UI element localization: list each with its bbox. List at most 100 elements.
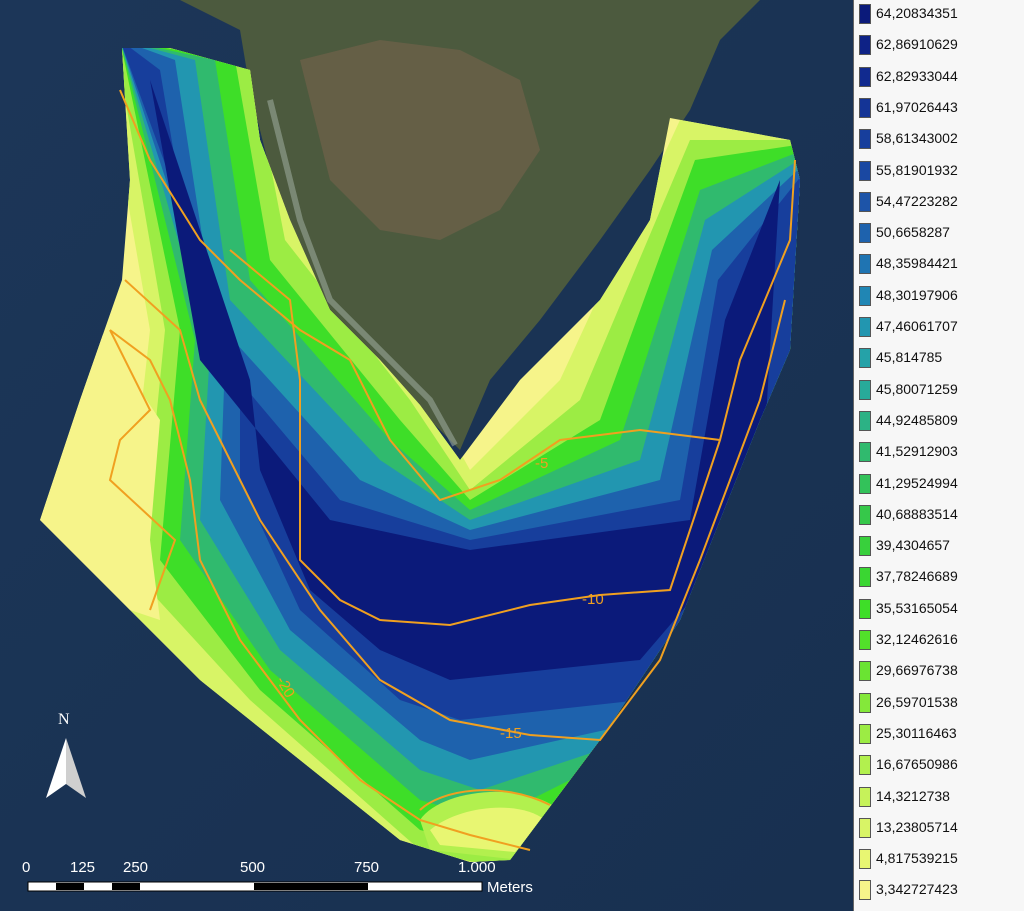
contour-label-10: -10 xyxy=(582,591,604,608)
legend-item: 13,23805714 xyxy=(854,816,1024,840)
legend-item: 44,92485809 xyxy=(854,409,1024,433)
legend-swatch xyxy=(859,723,871,744)
legend-item: 58,61343002 xyxy=(854,127,1024,151)
legend-item: 35,53165054 xyxy=(854,597,1024,621)
scale-tick-1000: 1.000 xyxy=(458,859,496,876)
legend-item: 50,6658287 xyxy=(854,221,1024,245)
legend-label: 48,30197906 xyxy=(876,286,958,303)
legend-swatch xyxy=(859,880,871,901)
legend-item: 3,342727423 xyxy=(854,878,1024,902)
legend-label: 58,61343002 xyxy=(876,130,958,147)
legend-item: 61,97026443 xyxy=(854,96,1024,120)
legend-item: 48,35984421 xyxy=(854,252,1024,276)
contour-label-5: -5 xyxy=(535,455,548,472)
scale-tick-125: 125 xyxy=(70,859,95,876)
legend-item: 32,12462616 xyxy=(854,628,1024,652)
scale-tick-0: 0 xyxy=(22,859,30,876)
legend-item: 26,59701538 xyxy=(854,691,1024,715)
legend-item: 41,52912903 xyxy=(854,440,1024,464)
legend-label: 25,30116463 xyxy=(876,724,957,741)
legend-item: 55,81901932 xyxy=(854,159,1024,183)
legend-swatch xyxy=(859,66,871,87)
legend-swatch xyxy=(859,254,871,275)
legend-label: 48,35984421 xyxy=(876,255,958,272)
north-label: N xyxy=(58,711,70,728)
legend-swatch xyxy=(859,817,871,838)
legend-swatch xyxy=(859,661,871,682)
legend-swatch xyxy=(859,755,871,776)
legend-item: 4,817539215 xyxy=(854,847,1024,871)
legend-item: 45,814785 xyxy=(854,346,1024,370)
legend-label: 13,23805714 xyxy=(876,818,958,835)
legend-label: 4,817539215 xyxy=(876,850,958,867)
legend-label: 32,12462616 xyxy=(876,631,958,647)
legend-swatch xyxy=(859,536,871,557)
legend-swatch xyxy=(859,97,871,118)
legend-swatch xyxy=(859,598,871,619)
legend-swatch xyxy=(859,317,871,337)
legend-label: 40,68883514 xyxy=(876,505,958,522)
legend-label: 26,59701538 xyxy=(876,693,958,710)
scale-bar: 0 125 250 500 750 1.000 Meters xyxy=(22,859,533,896)
coastline-rocks xyxy=(267,99,458,447)
legend-swatch xyxy=(859,160,871,181)
north-arrow-right-icon xyxy=(66,738,86,798)
legend-swatch xyxy=(859,410,871,431)
legend-label: 44,92485809 xyxy=(876,411,958,428)
farm-fields xyxy=(300,40,540,240)
legend-swatch xyxy=(859,473,871,494)
scale-tick-250: 250 xyxy=(123,859,148,876)
legend-label: 45,80071259 xyxy=(876,380,958,397)
legend-swatch xyxy=(859,4,871,24)
legend-label: 45,814785 xyxy=(876,349,943,366)
legend-label: 29,66976738 xyxy=(876,662,958,679)
legend-label: 37,78246689 xyxy=(876,568,958,585)
legend-label: 62,86910629 xyxy=(876,36,958,53)
depth-legend: 64,20834351 62,86910629 62,82933044 61,9702… xyxy=(853,0,1024,911)
legend-item: 29,66976738 xyxy=(854,659,1024,683)
legend-swatch xyxy=(859,630,871,650)
north-arrow-left-icon xyxy=(46,738,66,798)
legend-swatch xyxy=(859,35,871,56)
legend-item: 39,4304657 xyxy=(854,534,1024,558)
legend-label: 50,6658287 xyxy=(876,224,950,241)
legend-label: 62,82933044 xyxy=(876,67,958,84)
legend-item: 16,67650986 xyxy=(854,753,1024,777)
legend-label: 35,53165054 xyxy=(876,599,958,616)
legend-swatch xyxy=(859,379,871,400)
legend-swatch xyxy=(859,223,871,244)
north-arrow: N xyxy=(46,711,86,798)
contour-label-15: -15 xyxy=(500,725,522,742)
legend-label: 61,97026443 xyxy=(876,98,958,115)
map-canvas: -5 -10 -15 -20 N 0 125 250 500 750 1.000… xyxy=(0,0,853,911)
legend-label: 16,67650986 xyxy=(876,756,958,773)
legend-label: 47,46061707 xyxy=(876,318,958,334)
depth-raster xyxy=(40,48,800,862)
legend-label: 39,4304657 xyxy=(876,537,950,554)
legend-label: 41,52912903 xyxy=(876,443,958,460)
legend-label: 14,3212738 xyxy=(876,787,950,804)
legend-label: 41,29524994 xyxy=(876,474,958,491)
scale-tick-500: 500 xyxy=(240,859,265,876)
scale-tick-750: 750 xyxy=(354,859,379,876)
legend-swatch xyxy=(859,692,871,713)
legend-swatch xyxy=(859,129,871,150)
legend-swatch xyxy=(859,348,871,369)
legend-item: 48,30197906 xyxy=(854,284,1024,308)
scale-unit: Meters xyxy=(487,879,533,896)
contour-lines xyxy=(108,89,796,851)
legend-label: 54,47223282 xyxy=(876,192,958,209)
legend-swatch xyxy=(859,285,871,306)
legend-item: 62,86910629 xyxy=(854,33,1024,57)
legend-label: 64,20834351 xyxy=(876,5,958,21)
legend-item: 41,29524994 xyxy=(854,472,1024,496)
legend-label: 55,81901932 xyxy=(876,161,958,178)
legend-swatch xyxy=(859,567,871,588)
legend-item: 54,47223282 xyxy=(854,190,1024,214)
legend-swatch xyxy=(859,191,871,212)
legend-item: 45,80071259 xyxy=(854,378,1024,402)
legend-item: 37,78246689 xyxy=(854,565,1024,589)
legend-item: 25,30116463 xyxy=(854,722,1024,746)
legend-item: 14,3212738 xyxy=(854,785,1024,809)
